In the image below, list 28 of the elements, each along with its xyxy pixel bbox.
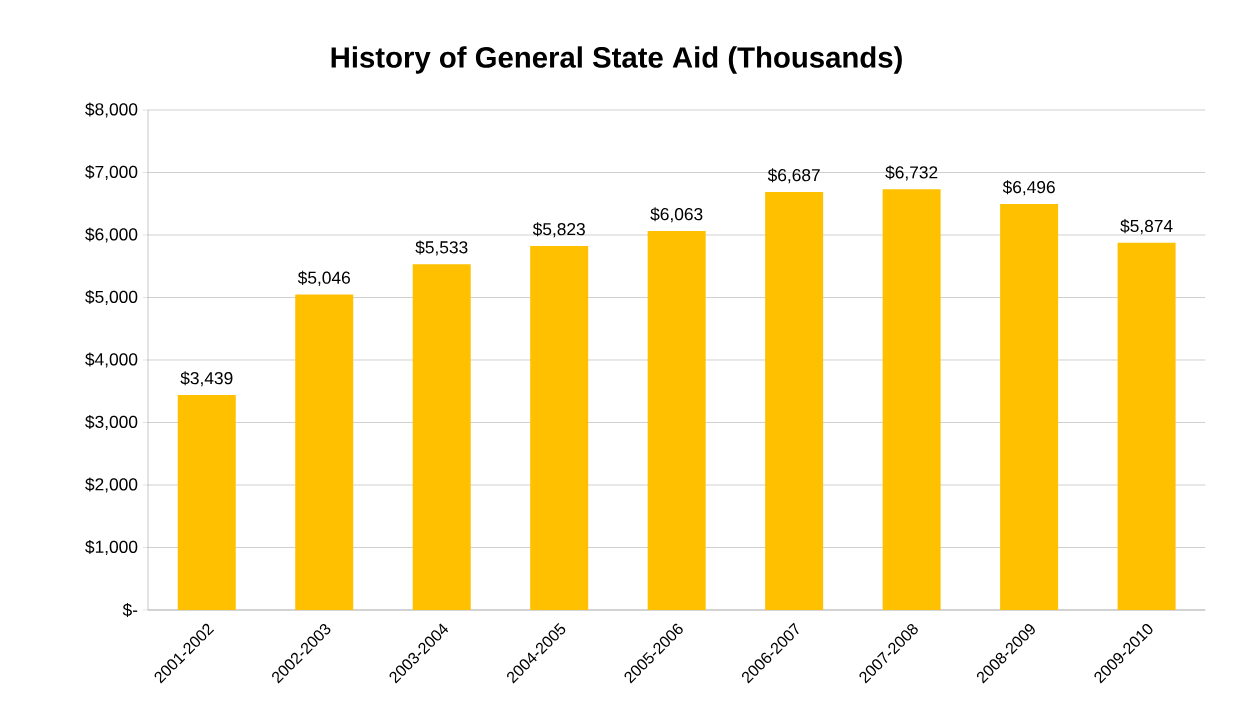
y-tick-label: $- xyxy=(122,602,138,617)
bar xyxy=(882,189,941,610)
data-label: $5,874 xyxy=(1120,219,1173,235)
bar xyxy=(412,264,471,610)
data-label: $6,687 xyxy=(767,168,820,184)
data-label: $6,732 xyxy=(885,165,938,181)
y-tick-label: $8,000 xyxy=(85,102,138,118)
data-label: $3,439 xyxy=(180,371,233,387)
y-tick-label: $6,000 xyxy=(85,227,138,243)
y-tick-label: $2,000 xyxy=(85,477,138,493)
data-label: $5,823 xyxy=(532,222,585,238)
y-tick-label: $3,000 xyxy=(85,414,138,431)
data-label: $6,063 xyxy=(650,207,703,223)
bar xyxy=(765,192,824,610)
data-label: $6,496 xyxy=(1002,180,1055,196)
bar xyxy=(1000,203,1059,610)
data-label: $5,533 xyxy=(415,240,468,256)
y-tick-label: $5,000 xyxy=(85,289,138,306)
bar xyxy=(647,231,706,610)
bar xyxy=(530,246,589,610)
bar xyxy=(1117,242,1176,610)
y-tick-label: $7,000 xyxy=(85,164,138,181)
y-tick-label: $4,000 xyxy=(85,352,138,368)
bar xyxy=(177,395,236,610)
y-tick-label: $1,000 xyxy=(85,539,138,556)
chart-title: History of General State Aid (Thousands) xyxy=(331,46,902,74)
bar xyxy=(295,294,354,610)
data-label: $5,046 xyxy=(297,270,350,286)
